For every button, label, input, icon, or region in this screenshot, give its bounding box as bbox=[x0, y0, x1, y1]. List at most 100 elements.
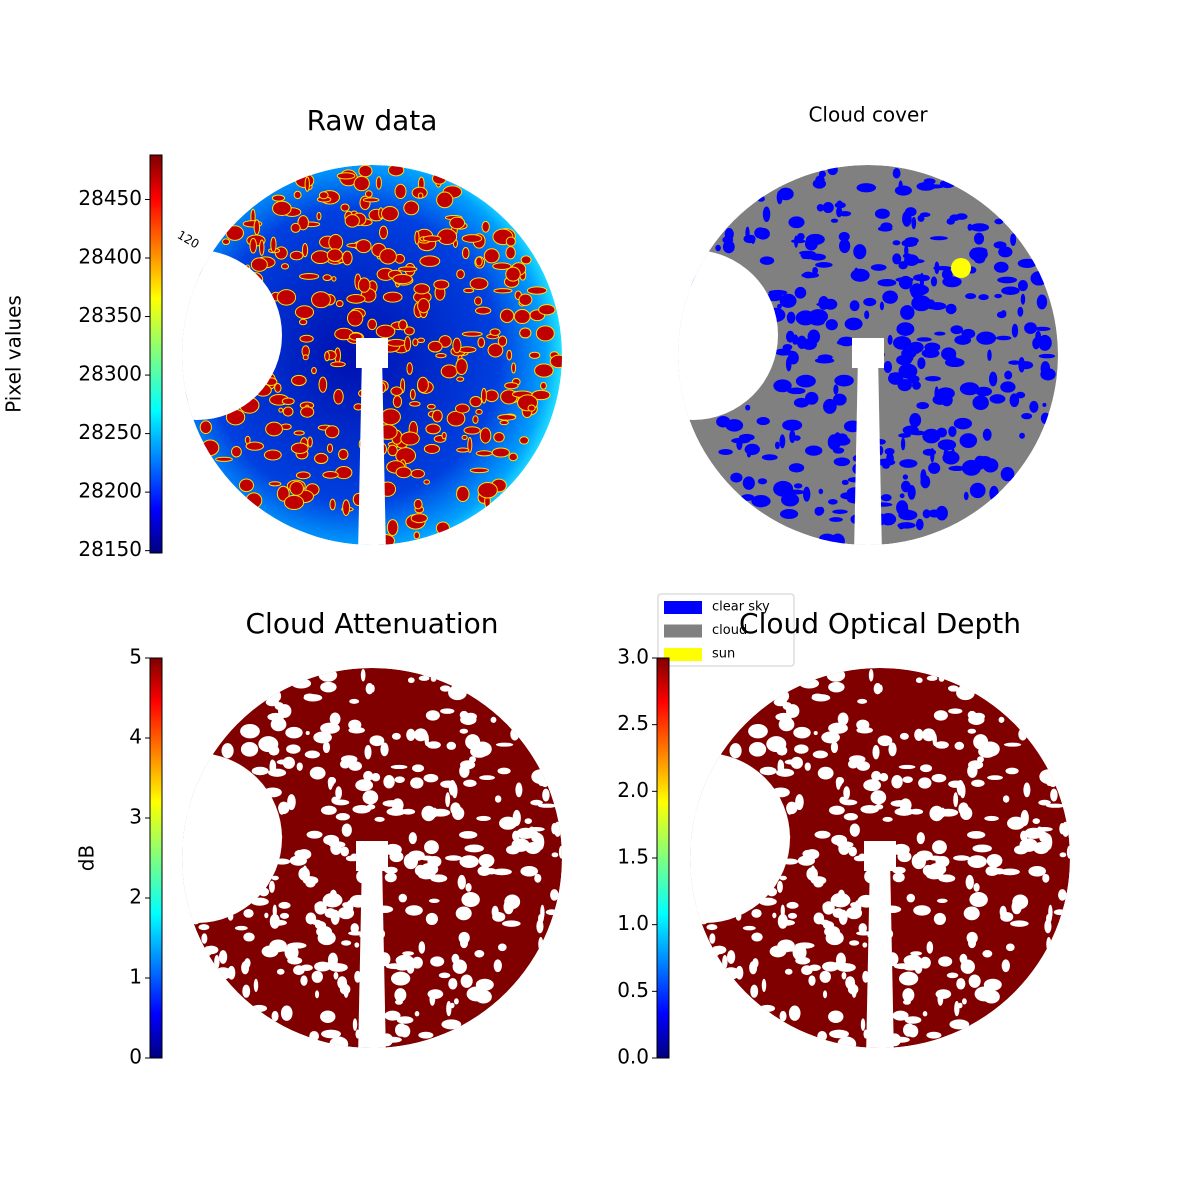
cloud-blob bbox=[915, 518, 924, 531]
cloud-blob bbox=[314, 452, 329, 465]
cloud-blob bbox=[738, 433, 755, 441]
cloud-blob bbox=[531, 769, 550, 785]
cloud-blob bbox=[970, 247, 988, 255]
cloud-blob bbox=[276, 485, 290, 502]
cloud-blob bbox=[300, 406, 315, 418]
cloud-blob bbox=[413, 498, 423, 510]
cloud-blob bbox=[290, 222, 301, 233]
cloud-blob bbox=[241, 961, 250, 975]
cloud-blob bbox=[330, 361, 346, 368]
cloud-blob bbox=[477, 481, 498, 499]
cloud-blob bbox=[936, 898, 948, 903]
cloud-blob bbox=[1028, 865, 1046, 877]
colorbar-tick-label: 3 bbox=[129, 805, 142, 829]
cloud-blob bbox=[329, 498, 336, 511]
cloud-blob bbox=[542, 788, 550, 802]
cloud-blob bbox=[475, 450, 493, 457]
cloud-blob bbox=[730, 472, 743, 483]
cloud-blob bbox=[924, 342, 941, 352]
cloud-blob bbox=[418, 675, 430, 681]
cloud-blob bbox=[892, 253, 902, 265]
cloud-blob bbox=[531, 832, 543, 843]
panel-title: Cloud cover bbox=[808, 103, 928, 127]
cloud-blob bbox=[947, 685, 959, 692]
cloud-blob bbox=[938, 956, 953, 967]
camera-arm bbox=[356, 841, 388, 871]
cloud-blob bbox=[933, 912, 946, 926]
cloud-blob bbox=[1021, 413, 1033, 420]
colorbar-tick-label: 28150 bbox=[78, 537, 142, 561]
cloud-blob bbox=[1039, 832, 1051, 843]
cloud-blob bbox=[305, 878, 316, 888]
cloud-blob bbox=[746, 450, 752, 458]
legend-swatch bbox=[664, 601, 702, 614]
colorbar-tick-label: 28200 bbox=[78, 479, 142, 503]
cloud-blob bbox=[926, 872, 945, 880]
cloud-blob bbox=[430, 675, 437, 682]
cloud-blob bbox=[406, 728, 416, 741]
cloud-blob bbox=[880, 222, 893, 231]
cloud-blob bbox=[477, 337, 486, 348]
cloud-blob bbox=[953, 417, 972, 430]
cloud-blob bbox=[727, 950, 736, 964]
cloud-blob bbox=[904, 306, 912, 312]
cloud-blob bbox=[467, 437, 473, 453]
cloud-blob bbox=[870, 790, 887, 805]
cloud-blob bbox=[975, 386, 993, 397]
cloud-blob bbox=[258, 736, 279, 753]
cloud-blob bbox=[418, 872, 437, 880]
cloud-blob bbox=[977, 756, 984, 763]
cloud-blob bbox=[1009, 393, 1020, 408]
cloud-blob bbox=[343, 983, 349, 998]
cloud-blob bbox=[487, 343, 504, 358]
cloud-blob bbox=[352, 805, 371, 814]
cloud-blob bbox=[335, 786, 342, 800]
cloud-blob bbox=[928, 462, 941, 474]
cloud-blob bbox=[1058, 889, 1067, 901]
cloud-blob bbox=[234, 925, 248, 931]
cloud-blob bbox=[880, 494, 892, 502]
cloud-blob bbox=[892, 1036, 910, 1043]
cloud-blob bbox=[815, 261, 833, 268]
cloud-blob bbox=[914, 349, 920, 354]
cloud-blob bbox=[412, 338, 419, 347]
cloud-blob bbox=[1017, 258, 1037, 268]
cloud-blob bbox=[225, 225, 244, 241]
cloud-blob bbox=[483, 248, 500, 264]
cloud-blob bbox=[896, 354, 913, 366]
angle-label: 120 bbox=[175, 228, 202, 252]
cloud-blob bbox=[240, 723, 260, 739]
cloud-blob bbox=[410, 777, 424, 789]
cloud-blob bbox=[751, 932, 763, 942]
cloud-blob bbox=[526, 286, 548, 295]
cloud-blob bbox=[838, 909, 848, 925]
cloud-blob bbox=[1038, 799, 1051, 806]
sky-image bbox=[182, 165, 562, 545]
cloud-blob bbox=[440, 364, 458, 379]
cloud-blob bbox=[527, 827, 545, 832]
cloud-blob bbox=[419, 255, 441, 267]
cloud-blob bbox=[335, 466, 353, 480]
cloud-blob bbox=[250, 257, 268, 272]
cloud-blob bbox=[344, 214, 360, 228]
cloud-blob bbox=[902, 210, 912, 227]
cloud-blob bbox=[545, 909, 558, 916]
cloud-blob bbox=[907, 1025, 919, 1038]
cloud-blob bbox=[917, 357, 926, 370]
cloud-blob bbox=[530, 799, 543, 806]
cloud-blob bbox=[253, 978, 259, 992]
cloud-blob bbox=[1038, 334, 1052, 351]
cloud-blob bbox=[917, 214, 925, 222]
cloud-blob bbox=[926, 941, 934, 954]
cloud-blob bbox=[305, 912, 317, 925]
cloud-blob bbox=[460, 760, 476, 770]
cloud-blob bbox=[309, 766, 326, 780]
cloud-blob bbox=[1039, 769, 1058, 785]
cloud-blob bbox=[782, 419, 803, 431]
cloud-blob bbox=[459, 855, 479, 869]
cloud-blob bbox=[425, 423, 441, 435]
cloud-blob bbox=[427, 340, 443, 353]
cloud-blob bbox=[306, 830, 323, 839]
cloud-blob bbox=[282, 406, 294, 417]
